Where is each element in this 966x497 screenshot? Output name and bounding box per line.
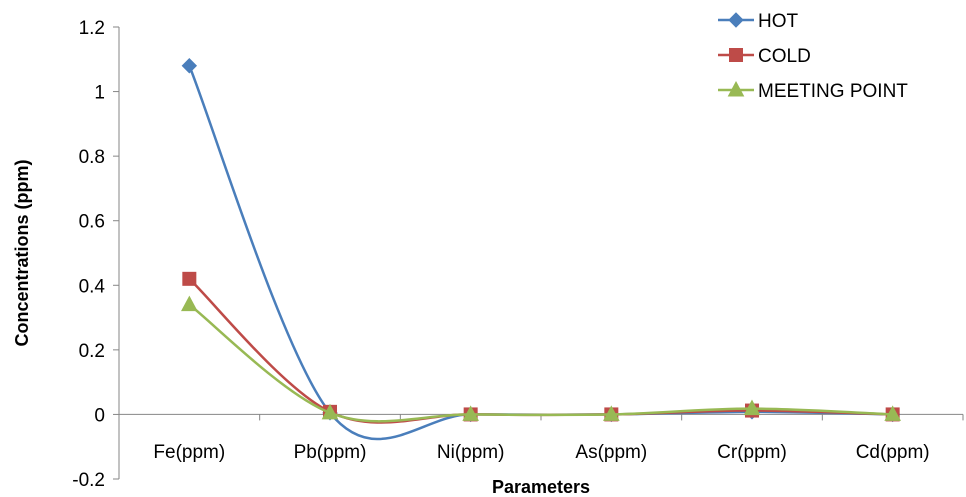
series-line <box>188 303 893 423</box>
legend: HOT COLD MEETING POINT <box>718 11 908 102</box>
data-point-marker <box>182 271 197 286</box>
legend-item: HOT <box>718 11 799 32</box>
y-tick-label: 0.6 <box>79 212 105 233</box>
legend-marker <box>728 12 744 28</box>
data-point-marker <box>181 58 198 74</box>
x-tick-label: Fe(ppm) <box>153 442 225 463</box>
legend-item: COLD <box>718 46 811 67</box>
x-tick-label: Pb(ppm) <box>294 442 367 463</box>
legend-item: MEETING POINT <box>718 80 908 102</box>
x-axis-title: Parameters <box>492 477 590 497</box>
x-tick-label: Ni(ppm) <box>437 442 505 463</box>
y-tick-label: 0.4 <box>79 276 106 297</box>
data-point-marker <box>884 405 902 421</box>
y-tick-label: -0.2 <box>72 470 105 491</box>
y-tick-label: 0 <box>94 405 105 426</box>
legend-label: COLD <box>758 46 811 67</box>
y-tick-label: 0.2 <box>79 341 105 362</box>
series-cold <box>182 271 900 424</box>
series-meeting-point <box>180 295 902 423</box>
series-line <box>188 65 893 441</box>
legend-label: HOT <box>758 11 799 32</box>
y-tick-label: 0.8 <box>79 147 105 168</box>
legend-marker <box>727 80 745 97</box>
x-tick-label: Cd(ppm) <box>856 442 930 463</box>
data-point-marker <box>180 295 198 312</box>
x-tick-label: Cr(ppm) <box>717 442 787 463</box>
y-tick-label: 1.2 <box>79 18 105 39</box>
data-point-marker <box>462 405 480 421</box>
legend-marker <box>729 48 743 62</box>
legend-label: MEETING POINT <box>758 81 908 102</box>
data-point-marker <box>743 399 761 416</box>
series-layer <box>180 58 902 441</box>
x-tick-labels: Fe(ppm) Pb(ppm) Ni(ppm) As(ppm) Cr(ppm) Cd(pp… <box>118 414 964 463</box>
y-tick-labels: -0.2 0 0.2 0.4 0.6 0.8 1 1.2 <box>72 18 119 491</box>
data-point-marker <box>602 405 620 421</box>
data-point-marker <box>321 403 339 420</box>
y-tick-label: 1 <box>94 83 105 104</box>
x-tick-label: As(ppm) <box>575 442 647 463</box>
y-axis-title: Concentrations (ppm) <box>12 159 32 346</box>
